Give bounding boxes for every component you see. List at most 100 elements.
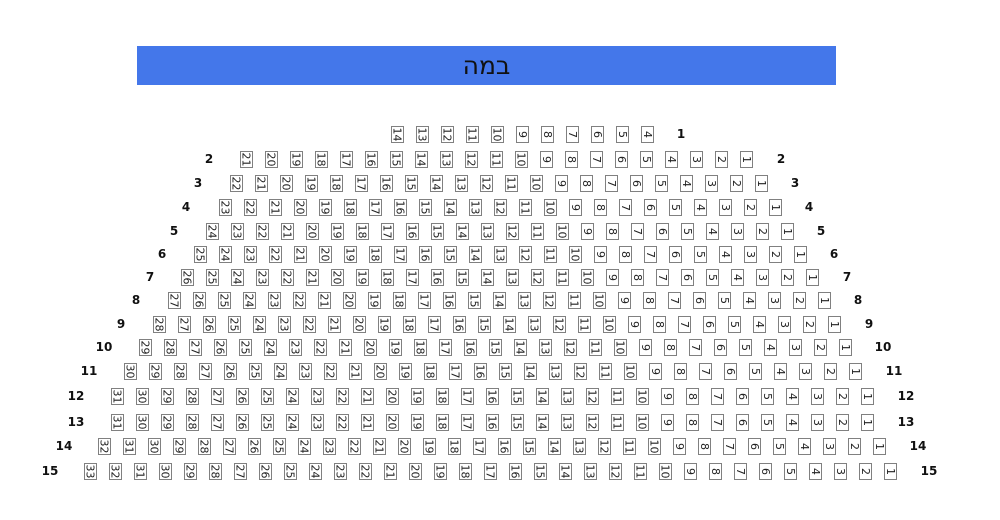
seat[interactable]: 14 <box>414 150 428 168</box>
seat[interactable]: 15 <box>522 437 536 455</box>
seat[interactable]: 12 <box>440 125 454 143</box>
seat[interactable]: 16 <box>485 387 499 405</box>
seat[interactable]: 27 <box>177 315 191 333</box>
seat[interactable]: 21 <box>239 150 253 168</box>
seat[interactable]: 7 <box>710 413 724 431</box>
seat[interactable]: 2 <box>714 150 728 168</box>
seat[interactable]: 10 <box>555 222 569 240</box>
seat[interactable]: 3 <box>777 315 791 333</box>
seat[interactable]: 10 <box>602 315 616 333</box>
seat[interactable]: 23 <box>288 338 302 356</box>
seat[interactable]: 23 <box>267 291 281 309</box>
seat[interactable]: 5 <box>693 245 707 263</box>
seat[interactable]: 24 <box>205 222 219 240</box>
seat[interactable]: 19 <box>433 462 447 480</box>
seat[interactable]: 4 <box>785 387 799 405</box>
seat[interactable]: 23 <box>333 462 347 480</box>
seat[interactable]: 2 <box>755 222 769 240</box>
seat[interactable]: 9 <box>672 437 686 455</box>
seat[interactable]: 27 <box>222 437 236 455</box>
seat[interactable]: 5 <box>705 268 719 286</box>
seat[interactable]: 6 <box>735 413 749 431</box>
seat[interactable]: 20 <box>352 315 366 333</box>
seat[interactable]: 11 <box>465 125 479 143</box>
seat[interactable]: 18 <box>355 222 369 240</box>
seat[interactable]: 1 <box>860 387 874 405</box>
seat[interactable]: 31 <box>133 462 147 480</box>
seat[interactable]: 22 <box>243 198 257 216</box>
seat[interactable]: 16 <box>393 198 407 216</box>
seat[interactable]: 11 <box>598 362 612 380</box>
seat[interactable]: 17 <box>460 413 474 431</box>
seat[interactable]: 25 <box>217 291 231 309</box>
seat[interactable]: 3 <box>810 387 824 405</box>
seat[interactable]: 6 <box>655 222 669 240</box>
seat[interactable]: 18 <box>458 462 472 480</box>
seat[interactable]: 15 <box>533 462 547 480</box>
seat[interactable]: 19 <box>398 362 412 380</box>
seat[interactable]: 16 <box>430 268 444 286</box>
seat[interactable]: 14 <box>429 174 443 192</box>
seat[interactable]: 8 <box>652 315 666 333</box>
seat[interactable]: 15 <box>404 174 418 192</box>
seat[interactable]: 23 <box>277 315 291 333</box>
seat[interactable]: 15 <box>488 338 502 356</box>
seat[interactable]: 29 <box>160 387 174 405</box>
seat[interactable]: 6 <box>643 198 657 216</box>
seat[interactable]: 3 <box>730 222 744 240</box>
seat[interactable]: 1 <box>739 150 753 168</box>
seat[interactable]: 29 <box>148 362 162 380</box>
seat[interactable]: 2 <box>813 338 827 356</box>
seat[interactable]: 28 <box>152 315 166 333</box>
seat[interactable]: 25 <box>193 245 207 263</box>
seat[interactable]: 3 <box>704 174 718 192</box>
seat[interactable]: 17 <box>405 268 419 286</box>
seat[interactable]: 17 <box>380 222 394 240</box>
seat[interactable]: 10 <box>635 413 649 431</box>
seat[interactable]: 23 <box>255 268 269 286</box>
seat[interactable]: 20 <box>342 291 356 309</box>
seat[interactable]: 15 <box>510 387 524 405</box>
seat[interactable]: 8 <box>618 245 632 263</box>
seat[interactable]: 31 <box>110 387 124 405</box>
seat[interactable]: 31 <box>122 437 136 455</box>
seat[interactable]: 21 <box>280 222 294 240</box>
seat[interactable]: 8 <box>540 125 554 143</box>
seat[interactable]: 22 <box>313 338 327 356</box>
seat[interactable]: 9 <box>593 245 607 263</box>
seat[interactable]: 16 <box>473 362 487 380</box>
seat[interactable]: 18 <box>380 268 394 286</box>
seat[interactable]: 1 <box>860 413 874 431</box>
seat[interactable]: 2 <box>835 387 849 405</box>
seat[interactable]: 8 <box>579 174 593 192</box>
seat[interactable]: 8 <box>605 222 619 240</box>
seat[interactable]: 24 <box>263 338 277 356</box>
seat[interactable]: 14 <box>558 462 572 480</box>
seat[interactable]: 6 <box>723 362 737 380</box>
seat[interactable]: 4 <box>808 462 822 480</box>
seat[interactable]: 14 <box>502 315 516 333</box>
seat[interactable]: 17 <box>448 362 462 380</box>
seat[interactable]: 10 <box>568 245 582 263</box>
seat[interactable]: 7 <box>733 462 747 480</box>
seat[interactable]: 23 <box>230 222 244 240</box>
seat[interactable]: 21 <box>360 387 374 405</box>
seat[interactable]: 13 <box>493 245 507 263</box>
seat[interactable]: 16 <box>442 291 456 309</box>
seat[interactable]: 25 <box>260 387 274 405</box>
seat[interactable]: 14 <box>535 413 549 431</box>
seat[interactable]: 2 <box>847 437 861 455</box>
seat[interactable]: 20 <box>318 245 332 263</box>
seat[interactable]: 15 <box>510 413 524 431</box>
seat[interactable]: 9 <box>660 387 674 405</box>
seat[interactable]: 6 <box>747 437 761 455</box>
seat[interactable]: 11 <box>543 245 557 263</box>
seat[interactable]: 9 <box>605 268 619 286</box>
seat[interactable]: 2 <box>858 462 872 480</box>
seat[interactable]: 8 <box>685 413 699 431</box>
seat[interactable]: 25 <box>283 462 297 480</box>
seat[interactable]: 16 <box>452 315 466 333</box>
seat[interactable]: 6 <box>629 174 643 192</box>
seat[interactable]: 13 <box>560 387 574 405</box>
seat[interactable]: 11 <box>555 268 569 286</box>
